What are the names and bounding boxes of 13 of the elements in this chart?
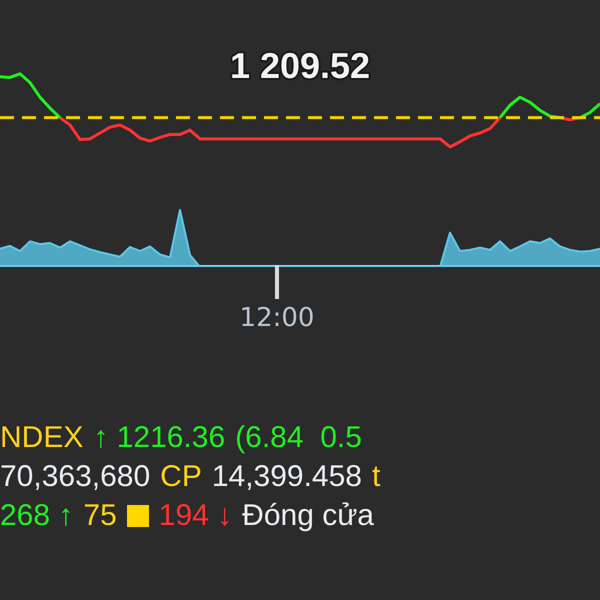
text: 268 ↑	[0, 499, 74, 532]
text: 14,399.458	[212, 460, 362, 493]
text: 194 ↓	[158, 499, 232, 532]
text: 70,363,680	[0, 460, 150, 493]
annotation: 1 209.52	[230, 44, 370, 86]
text: t	[372, 460, 380, 493]
text: (6.84 0.5	[235, 421, 362, 454]
text: 75	[83, 499, 117, 532]
text: Đóng cửa	[242, 499, 374, 532]
text: ↑ 1216.36	[93, 421, 226, 454]
text: NDEX	[0, 421, 84, 454]
text: 12:00	[238, 303, 316, 333]
text: CP	[160, 460, 202, 493]
